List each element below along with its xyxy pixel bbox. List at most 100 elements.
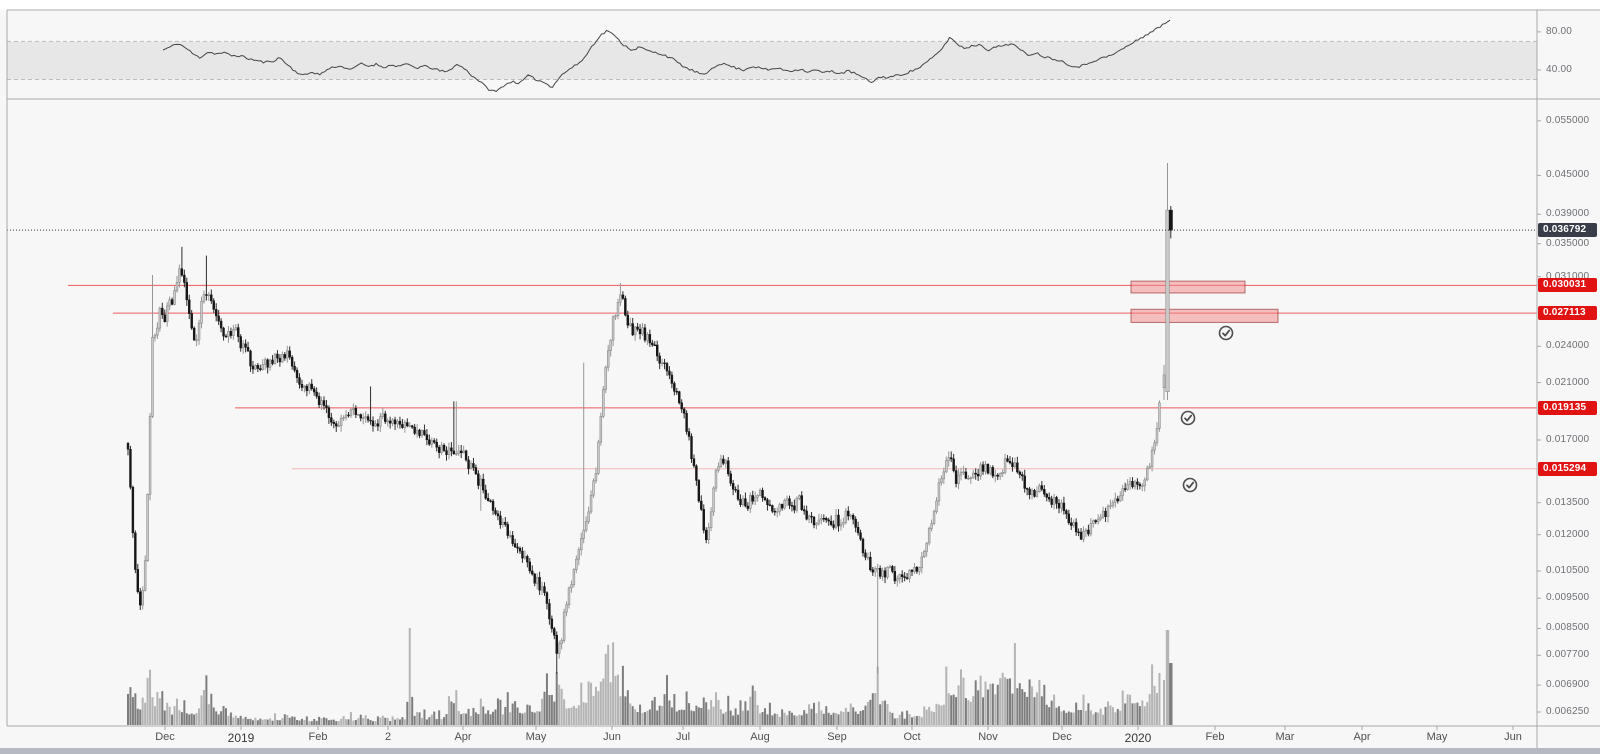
volume-bar [398, 719, 401, 725]
volume-bar [1158, 673, 1161, 725]
volume-bar [492, 711, 495, 725]
candle-body [709, 511, 713, 528]
volume-bar [565, 708, 568, 725]
candle-body [415, 429, 419, 434]
volume-bar [754, 690, 757, 725]
volume-bar [541, 698, 544, 725]
volume-bar [670, 707, 673, 725]
candle-body [371, 420, 375, 427]
candle-body [1082, 530, 1085, 540]
volume-bar [690, 710, 693, 725]
candle-body [695, 465, 698, 481]
candle-body [1168, 209, 1173, 231]
volume-bar [974, 680, 977, 725]
volume-bar [190, 713, 193, 725]
price-level-badge[interactable]: 0.027113 [1538, 306, 1597, 321]
volume-bar [168, 706, 171, 725]
candle-body [633, 326, 637, 336]
candle-body [303, 385, 306, 388]
candle-body [202, 294, 206, 302]
candle-body [852, 515, 855, 520]
check-marker-icon[interactable] [1218, 325, 1234, 341]
volume-bar [443, 717, 446, 725]
volume-bar [1143, 706, 1146, 725]
candle-body [609, 339, 612, 351]
volume-bar [911, 717, 913, 725]
price-level-badge[interactable]: 0.019135 [1538, 400, 1597, 415]
candle-body [864, 552, 867, 558]
volume-bar [952, 694, 955, 725]
volume-bar [1053, 694, 1056, 725]
candle-body [460, 450, 463, 454]
volume-bar [651, 700, 654, 725]
volume-bar [1045, 704, 1048, 725]
volume-bar [788, 710, 791, 725]
time-axis-label: Jun [1504, 731, 1522, 743]
volume-bar [835, 713, 838, 725]
candle-body [869, 556, 872, 571]
candle-body [714, 469, 718, 489]
candle-body [185, 282, 189, 301]
candle-body [972, 472, 975, 479]
candle-body [984, 463, 987, 472]
current-price-badge[interactable]: 0.036792 [1538, 223, 1597, 238]
volume-bar [935, 703, 938, 725]
candle-body [597, 441, 600, 474]
volume-bar [1004, 677, 1007, 725]
volume-bar [291, 716, 294, 725]
volume-bar [631, 706, 634, 725]
candle-body [310, 383, 313, 389]
price-level-badge[interactable]: 0.015294 [1538, 461, 1597, 476]
candle-body [288, 350, 291, 358]
candle-body [1003, 458, 1007, 473]
candle-body [575, 558, 578, 570]
candle-body [1131, 481, 1134, 488]
volume-bar [1021, 689, 1024, 725]
supply-zone[interactable] [1130, 280, 1246, 294]
price-level-badge[interactable]: 0.030031 [1538, 278, 1597, 293]
check-marker-icon[interactable] [1180, 410, 1196, 426]
volume-bar [1116, 708, 1119, 725]
volume-bar [139, 709, 142, 725]
volume-bar [648, 709, 651, 725]
candle-body [697, 480, 701, 502]
volume-bar [717, 699, 720, 725]
candle-body [1011, 462, 1014, 467]
time-axis-label: Oct [903, 731, 921, 743]
candle-body [594, 473, 598, 482]
volume-bar [903, 718, 906, 725]
candle-body [947, 457, 950, 461]
bottom-scrollbar[interactable] [0, 748, 1600, 754]
candle-body [925, 542, 928, 552]
candle-body [766, 499, 769, 505]
candle-body [327, 407, 331, 418]
candle-body [447, 447, 451, 455]
candle-body [969, 477, 972, 480]
candle-body [403, 422, 407, 428]
volume-bar [906, 710, 909, 725]
candle-body [1060, 502, 1063, 509]
candle-body [641, 327, 644, 335]
volume-bar [891, 712, 894, 725]
volume-bar [884, 700, 887, 725]
volume-bar [1126, 694, 1129, 725]
candle-body [729, 473, 732, 484]
candle-body [592, 480, 595, 496]
volume-bar [487, 710, 490, 725]
volume-bar [271, 720, 274, 725]
candle-body [896, 578, 899, 582]
price-tick-label: 0.035000 [1546, 237, 1590, 249]
volume-bar [264, 719, 267, 725]
check-marker-icon[interactable] [1182, 477, 1198, 493]
time-axis-label: Apr [454, 731, 472, 743]
volume-bar [658, 705, 661, 725]
candle-body [1025, 488, 1029, 490]
candle-body [648, 334, 652, 344]
candle-body [1087, 529, 1090, 535]
price-tick-label: 0.045000 [1546, 169, 1590, 181]
candle-body [1141, 485, 1144, 487]
volume-bar [874, 693, 877, 725]
volume-bar [587, 681, 590, 725]
supply-zone[interactable] [1130, 308, 1279, 323]
